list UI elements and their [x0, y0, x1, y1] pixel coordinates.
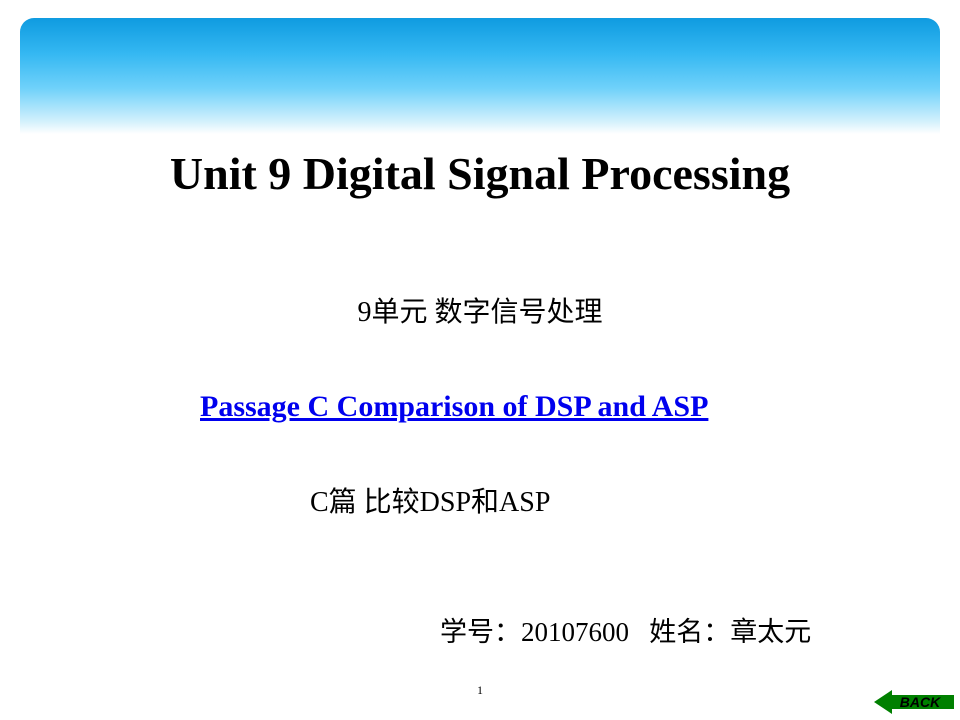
student-name-value: 章太元: [730, 617, 811, 647]
student-id-value: 20107600: [521, 617, 629, 647]
subtitle-chinese: 9单元 数字信号处理: [0, 290, 960, 330]
student-info: 学号：20107600 姓名：章太元: [440, 610, 811, 649]
passage-chinese: C篇 比较DSP和ASP: [310, 480, 550, 520]
title-banner: Unit 9 Digital Signal Processing: [20, 18, 940, 218]
passage-link[interactable]: Passage C Comparison of DSP and ASP: [200, 390, 708, 424]
main-title: Unit 9 Digital Signal Processing: [170, 147, 790, 200]
student-name-label: 姓名：: [649, 617, 730, 647]
page-number: 1: [0, 683, 960, 698]
back-button-label: BACK: [900, 694, 941, 710]
back-button[interactable]: BACK: [874, 688, 954, 716]
student-id-label: 学号：: [440, 617, 521, 647]
